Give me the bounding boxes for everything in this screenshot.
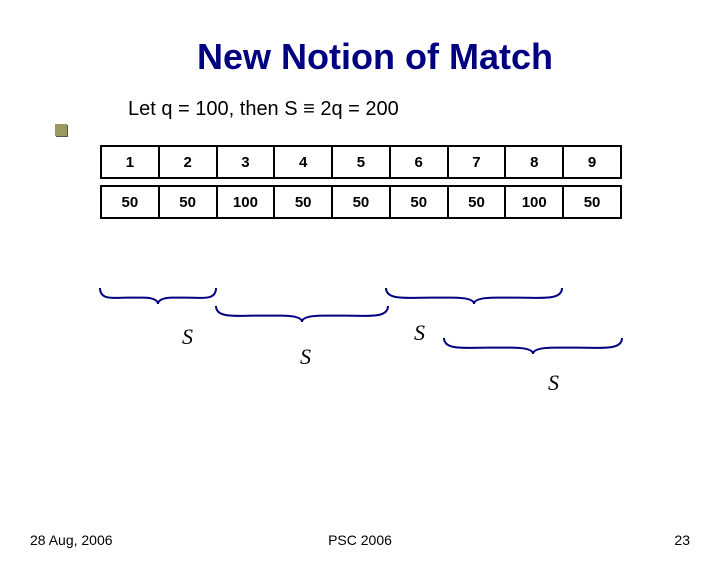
value-cell: 50 — [448, 186, 506, 218]
footer-conference: PSC 2006 — [0, 532, 720, 548]
value-cell: 50 — [332, 186, 390, 218]
header-cell: 7 — [448, 146, 506, 178]
slide-subtitle: Let q = 100, then S ≡ 2q = 200 — [128, 98, 720, 121]
brace-label: S — [414, 320, 425, 346]
brace-label: S — [548, 370, 559, 396]
value-table: 1 2 3 4 5 6 7 8 9 50 50 100 50 50 50 50 … — [100, 145, 622, 219]
table-header-row: 1 2 3 4 5 6 7 8 9 — [101, 146, 621, 178]
header-cell: 2 — [159, 146, 217, 178]
header-cell: 6 — [390, 146, 448, 178]
header-cell: 3 — [217, 146, 275, 178]
brace-icon — [216, 306, 388, 322]
brace-label: S — [300, 344, 311, 370]
value-cell: 50 — [390, 186, 448, 218]
value-cell: 50 — [159, 186, 217, 218]
brace-icon — [444, 338, 622, 354]
header-cell: 1 — [101, 146, 159, 178]
brace-label: S — [182, 324, 193, 350]
header-cell: 4 — [274, 146, 332, 178]
table-value-row: 50 50 100 50 50 50 50 100 50 — [101, 186, 621, 218]
brace-icon — [100, 288, 216, 304]
slide-title: New Notion of Match — [30, 36, 720, 78]
header-cell: 8 — [505, 146, 563, 178]
value-cell: 50 — [274, 186, 332, 218]
header-cell: 9 — [563, 146, 621, 178]
footer-page-number: 23 — [674, 532, 690, 548]
value-cell: 100 — [217, 186, 275, 218]
title-bullet — [55, 124, 67, 136]
value-cell: 100 — [505, 186, 563, 218]
value-cell: 50 — [101, 186, 159, 218]
brace-icon — [386, 288, 562, 304]
value-cell: 50 — [563, 186, 621, 218]
header-cell: 5 — [332, 146, 390, 178]
